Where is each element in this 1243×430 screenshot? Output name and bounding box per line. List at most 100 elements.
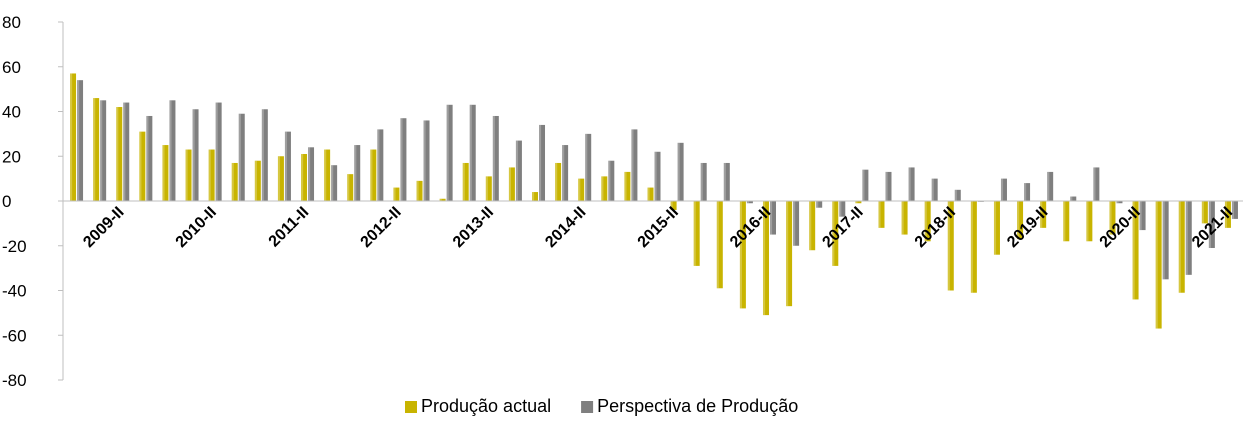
bar-highlight [446, 104, 449, 201]
bar [100, 100, 107, 201]
bar [331, 165, 338, 201]
bar [816, 201, 823, 208]
bar-highlight [185, 149, 188, 201]
bar [1093, 167, 1100, 201]
bar [631, 129, 638, 201]
bar [924, 201, 931, 242]
bar [261, 109, 268, 201]
bar-highlight [1116, 201, 1119, 204]
bar-highlight [677, 142, 680, 201]
bar-highlight [1093, 167, 1096, 201]
bar-highlight [93, 98, 96, 201]
bar [839, 201, 846, 217]
bar [1024, 183, 1031, 201]
bar-highlight [746, 201, 749, 204]
bar-highlight [1000, 178, 1004, 201]
bar-highlight [1024, 183, 1027, 201]
bar [647, 187, 654, 201]
bar [139, 131, 146, 201]
bar [769, 201, 776, 235]
y-tick-label: -60 [2, 326, 27, 345]
legend-label: Produção actual [421, 396, 551, 416]
bar [693, 201, 700, 266]
bar-highlight [1208, 201, 1211, 248]
bar-highlight [908, 167, 911, 201]
bar [393, 187, 400, 201]
bar-highlight [793, 201, 796, 246]
bar-highlight [162, 145, 165, 201]
bar [324, 149, 331, 201]
bar-highlight [169, 100, 172, 201]
bar-highlight [261, 109, 264, 201]
bar [670, 201, 677, 210]
bar [562, 145, 569, 201]
bar-highlight [238, 113, 241, 201]
bar-highlight [786, 201, 789, 307]
bar [508, 167, 515, 201]
bar-highlight [647, 187, 650, 201]
bar-highlight [862, 169, 865, 201]
bar-highlight [1201, 201, 1204, 224]
bar [954, 189, 961, 201]
bar [1155, 201, 1162, 329]
bar [786, 201, 793, 307]
bar-highlight [931, 178, 934, 201]
bar [608, 160, 615, 201]
bar [1201, 201, 1208, 224]
x-tick-label: 2011-II [266, 204, 313, 251]
bar-highlight [70, 73, 73, 201]
bar-highlight [769, 201, 773, 235]
bar [555, 162, 562, 201]
bar [492, 115, 499, 201]
legend-swatch [405, 401, 417, 413]
x-tick-label: 2009-II [80, 204, 127, 251]
bar [1162, 201, 1169, 280]
bar [1000, 178, 1007, 201]
bar [532, 192, 539, 201]
bar-highlight [885, 171, 888, 201]
bar [878, 201, 885, 228]
bar [809, 201, 816, 251]
bar [370, 149, 377, 201]
bar-highlight [578, 178, 581, 201]
bar-highlight [739, 201, 742, 309]
bar [423, 120, 430, 201]
bar-highlight [555, 162, 558, 201]
y-tick-label: -20 [2, 237, 27, 256]
bar [416, 180, 423, 201]
bar-highlight [993, 201, 997, 255]
x-tick-label: 2014-II [542, 204, 589, 251]
bar-highlight [532, 192, 535, 201]
bar-highlight [1231, 201, 1235, 219]
bar-highlight [855, 201, 858, 204]
bar-highlight [123, 102, 126, 201]
bar [238, 113, 245, 201]
series-2 [77, 80, 1238, 280]
bar-highlight [601, 176, 604, 201]
bar-highlight [462, 162, 465, 201]
bar [601, 176, 608, 201]
bar-highlight [832, 201, 835, 266]
bar-highlight [654, 151, 657, 201]
bar [739, 201, 746, 309]
bar-highlight [1162, 201, 1165, 280]
bar [1231, 201, 1238, 219]
legend-swatch [581, 401, 594, 413]
bar-highlight [539, 124, 542, 201]
bar [93, 98, 100, 201]
bar-highlight [400, 118, 403, 201]
bar [908, 167, 915, 201]
bar-highlight [215, 102, 218, 201]
bar [1109, 201, 1116, 235]
bar-highlight [324, 149, 327, 201]
bar-highlight [1132, 201, 1135, 300]
bar-highlight [809, 201, 812, 251]
bar-highlight [208, 149, 211, 201]
bar [1224, 201, 1231, 228]
bar [185, 149, 192, 201]
legend-item: Produção actual [405, 396, 551, 416]
bar [1047, 171, 1054, 201]
bar [400, 118, 407, 201]
bar-highlight [762, 201, 766, 316]
